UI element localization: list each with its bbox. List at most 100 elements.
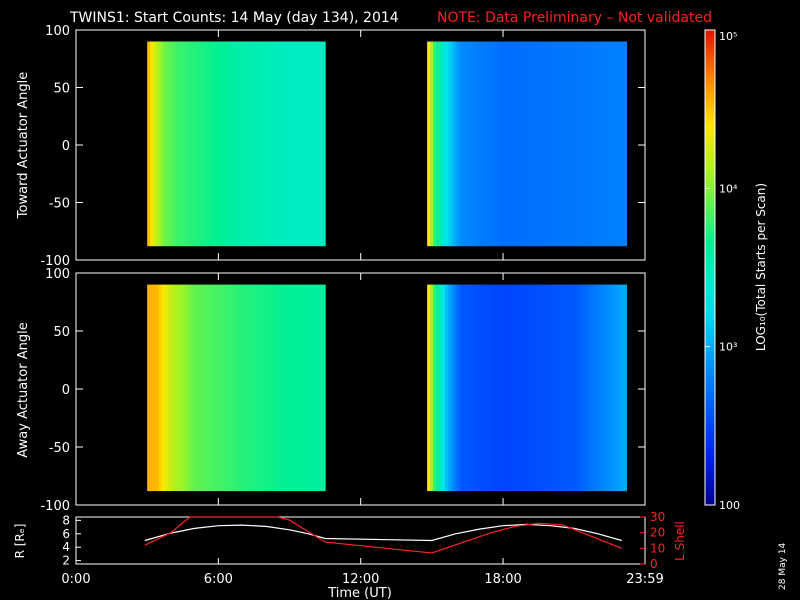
spectrogram-column [593, 284, 598, 492]
spectrogram-column [546, 41, 550, 247]
bottom-spectrogram: 100 50 0 -50 -100 Away Actuator Angle [16, 267, 646, 514]
spectrogram-column [322, 41, 326, 247]
spectrogram-column [474, 284, 479, 492]
spectrogram-column [268, 41, 273, 247]
spectrogram-column [531, 41, 535, 247]
spectrogram-column [295, 284, 300, 492]
spectrogram-column [465, 284, 470, 492]
spectrogram-column [176, 41, 181, 247]
spectrogram-column [313, 284, 317, 492]
spectrogram-column [436, 284, 440, 492]
spectrogram-column [507, 284, 512, 492]
spectrogram-column [304, 41, 308, 247]
spectrogram-column [471, 284, 476, 492]
spectrogram-column [194, 284, 199, 492]
spectrogram-column [578, 41, 583, 247]
spectrogram-column [563, 284, 568, 492]
spectrogram-column [147, 41, 151, 247]
x-tick-label: 0:00 [61, 572, 90, 587]
left-y-tick-label: 6 [62, 527, 70, 541]
spectrogram-column [486, 41, 491, 247]
validation-note: NOTE: Data Preliminary – Not validated [437, 10, 712, 26]
spectrogram-column [221, 41, 225, 247]
spectrogram-column [495, 41, 500, 247]
spectrogram-column [427, 41, 431, 247]
spectrogram-column [504, 41, 509, 247]
spectrogram-column [552, 284, 556, 492]
colorbar-tick-label: 10³ [719, 341, 737, 354]
spectrogram-column [436, 41, 440, 247]
spectrogram-column [156, 41, 160, 247]
spectrogram-column [456, 284, 461, 492]
spectrogram-column [236, 41, 240, 247]
spectrogram-column [179, 41, 184, 247]
spectrogram-column [525, 284, 529, 492]
spectrogram-column [224, 284, 228, 492]
spectrogram-column [528, 284, 532, 492]
spectrogram-column [611, 284, 616, 492]
spectrogram-column [164, 284, 169, 492]
spectrogram-column [153, 41, 157, 247]
spectrogram-column [274, 41, 279, 247]
x-axis-label: Time (UT) [327, 586, 392, 600]
spectrogram-column [519, 41, 523, 247]
spectrogram-column [283, 284, 288, 492]
spectrogram-column [256, 41, 261, 247]
colorbar-tick-label: 10⁵ [719, 30, 737, 43]
top-y-axis: 100 50 0 -50 -100 [40, 24, 646, 269]
spectrogram-column [203, 41, 208, 247]
spectrogram-column [170, 284, 175, 492]
spectrogram-column [203, 284, 208, 492]
spectrogram-column [569, 41, 574, 247]
spectrogram-column [489, 284, 494, 492]
spectrogram-column [599, 284, 604, 492]
spectrogram-column [623, 284, 628, 492]
spectrogram-column [483, 41, 488, 247]
spectrogram-column [236, 284, 240, 492]
spectrogram-column [507, 41, 512, 247]
colorbar-label: LOG₁₀(Total Starts per Scan) [754, 183, 768, 351]
y-tick-label: 50 [53, 82, 70, 97]
spectrogram-column [596, 284, 601, 492]
spectrogram-column [444, 284, 449, 492]
spectrogram-column [510, 284, 514, 492]
spectrogram-column [587, 284, 592, 492]
spectrogram-column [614, 284, 619, 492]
spectrogram-column [156, 284, 160, 492]
spectrogram-column [444, 41, 449, 247]
spectrogram-column [439, 41, 443, 247]
spectrogram-column [501, 41, 506, 247]
x-tick-label: 6:00 [204, 572, 233, 587]
top-spectrogram: 100 50 0 -50 -100 Toward Actuator Angle [16, 24, 646, 269]
spectrogram-column [250, 41, 255, 247]
spectrogram-column [233, 41, 237, 247]
spectrogram-column [581, 284, 586, 492]
y-tick-label: 50 [53, 325, 70, 340]
spectrogram-column [197, 284, 202, 492]
spectrogram-column [292, 284, 297, 492]
spectrogram-column [265, 41, 270, 247]
spectrogram-column [307, 284, 311, 492]
spectrogram-column [242, 284, 246, 492]
spectrogram-column [453, 41, 458, 247]
spectrogram-column [200, 284, 205, 492]
spectrogram-column [581, 41, 586, 247]
spectrogram-column [310, 41, 314, 247]
spectrogram-column [313, 41, 317, 247]
spectrogram-column [280, 41, 285, 247]
spectrogram-column [286, 41, 291, 247]
spectrogram-column [480, 41, 485, 247]
spectrogram-column [164, 41, 169, 247]
orbit-right-axis-label: L Shell [673, 521, 687, 561]
spectrogram-column [433, 41, 437, 247]
spectrogram-column [552, 41, 556, 247]
spectrogram-column [620, 41, 625, 247]
spectrogram-column [492, 284, 497, 492]
spectrogram-column [578, 284, 583, 492]
spectrogram-column [283, 41, 288, 247]
spectrogram-column [593, 41, 598, 247]
spectrogram-column [245, 284, 249, 492]
spectrogram-column [230, 41, 234, 247]
right-y-tick-label: 0 [650, 557, 658, 571]
